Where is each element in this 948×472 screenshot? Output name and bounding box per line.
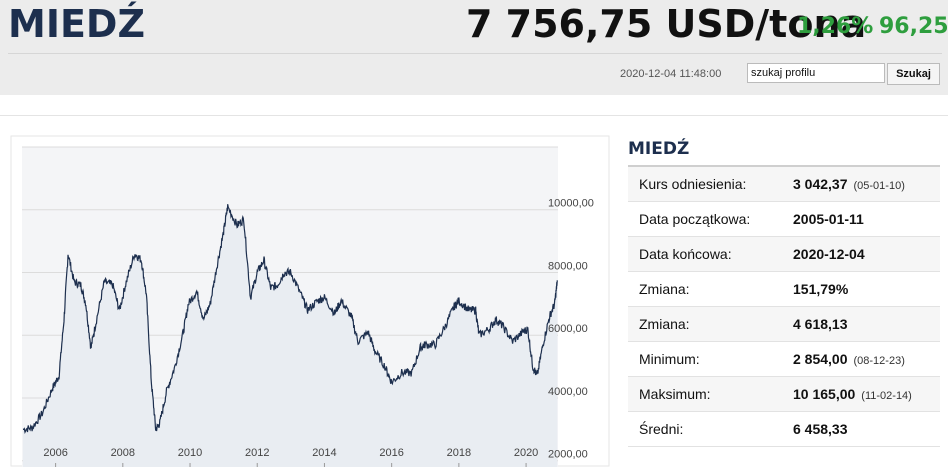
stat-value-text: 151,79% [793,281,849,297]
x-tick-label: 2012 [245,447,269,459]
stat-row: Zmiana: 4 618,13 [628,307,940,342]
y-tick-label: 10000,00 [548,198,594,210]
stat-row: Kurs odniesienia: 3 042,37 (05-01-10) [628,167,940,202]
stat-label: Data końcowa: [639,246,732,262]
stat-value-text: 4 618,13 [793,316,848,332]
stat-label: Zmiana: [639,281,690,297]
chart-svg: 10000,00 8000,00 6000,00 4000,00 2000,00 200… [10,135,610,467]
stat-value-text: 6 458,33 [793,421,848,437]
change-percent: 1,26% [797,14,874,39]
price-display: 7 756,75 USD/tona [466,2,867,46]
header: MIEDŹ 7 756,75 USD/tona 1,26% 96,25 2020… [0,0,948,95]
stat-value-text: 2 854,00 [793,351,848,367]
y-tick-label: 2000,00 [548,449,588,461]
series-area [23,204,558,467]
stat-date: (11-02-14) [861,390,912,402]
price-chart: 10000,00 8000,00 6000,00 4000,00 2000,00 200… [10,135,610,467]
stat-value-text: 2020-12-04 [793,246,865,262]
stat-row: Data końcowa: 2020-12-04 [628,237,940,272]
stat-value: 6 458,33 [793,421,854,437]
stat-row: Zmiana: 151,79% [628,272,940,307]
stat-label: Data początkowa: [639,211,751,227]
stat-value: 2020-12-04 [793,246,871,262]
section-divider [0,115,948,116]
header-divider [8,53,942,54]
series-line [22,204,558,435]
x-tick-label: 2010 [178,447,202,459]
stat-row: Średni: 6 458,33 [628,412,940,447]
y-tick-label: 4000,00 [548,386,588,398]
search-button[interactable]: Szukaj [887,63,940,85]
stat-date: (05-01-10) [853,180,905,192]
stat-label: Zmiana: [639,316,690,332]
stat-label: Maksimum: [639,386,711,402]
stat-row: Maksimum: 10 165,00 (11-02-14) [628,377,940,412]
stat-value-text: 3 042,37 [793,176,848,192]
y-tick-label: 6000,00 [548,323,588,335]
stat-value-text: 10 165,00 [793,386,856,402]
x-tick-label: 2014 [312,447,336,459]
x-tick-label: 2016 [379,447,403,459]
stat-value: 4 618,13 [793,316,854,332]
stat-value: 2 854,00 (08-12-23) [793,351,905,367]
x-tick-label: 2018 [447,447,471,459]
page-title: MIEDŹ [8,2,146,46]
stat-value: 151,79% [793,281,854,297]
x-tick-label: 2008 [111,447,135,459]
stat-label: Kurs odniesienia: [639,176,747,192]
stat-row: Data początkowa: 2005-01-11 [628,202,940,237]
x-tick-label: 2006 [43,447,67,459]
stat-value: 3 042,37 (05-01-10) [793,176,905,192]
search-input[interactable] [747,63,885,83]
stat-row: Minimum: 2 854,00 (08-12-23) [628,342,940,377]
stat-label: Średni: [639,421,684,437]
stat-date: (08-12-23) [853,355,905,367]
panel-title: MIEDŹ [628,135,940,167]
stats-panel: MIEDŹ Kurs odniesienia: 3 042,37 (05-01-10… [628,135,940,447]
stat-label: Minimum: [639,351,700,367]
stat-value: 2005-01-11 [793,211,870,227]
y-tick-label: 8000,00 [548,260,588,272]
timestamp: 2020-12-04 11:48:00 [620,68,722,80]
x-tick-label: 2020 [514,447,538,459]
stat-value: 10 165,00 (11-02-14) [793,386,912,402]
change-absolute: 96,25 [879,14,948,39]
stat-value-text: 2005-01-11 [793,211,864,227]
